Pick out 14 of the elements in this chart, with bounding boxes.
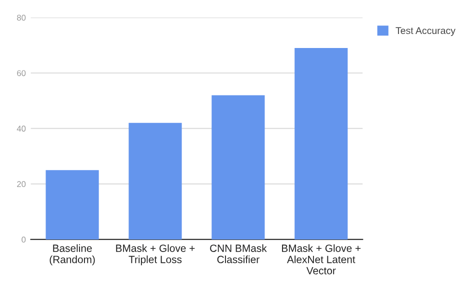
x-tick-label: BMask + Glove + Triplet Loss bbox=[116, 244, 195, 266]
bar bbox=[128, 122, 182, 240]
bar bbox=[212, 95, 265, 240]
x-tick-label: BMask + Glove + AlexNet Latent Vector bbox=[282, 244, 361, 274]
y-tick-label: 0 bbox=[22, 236, 26, 243]
bar bbox=[46, 170, 99, 240]
bar bbox=[294, 48, 348, 240]
y-tick-label: 80 bbox=[17, 14, 26, 21]
x-tick-label: Baseline (Random) bbox=[50, 244, 95, 266]
y-tick-label: 20 bbox=[17, 181, 26, 188]
legend-label: Test Accuracy bbox=[396, 27, 456, 36]
y-tick-label: 40 bbox=[16, 126, 26, 132]
y-tick-label: 60 bbox=[17, 70, 26, 76]
x-tick-label: CNN BMask Classifier bbox=[210, 244, 267, 264]
